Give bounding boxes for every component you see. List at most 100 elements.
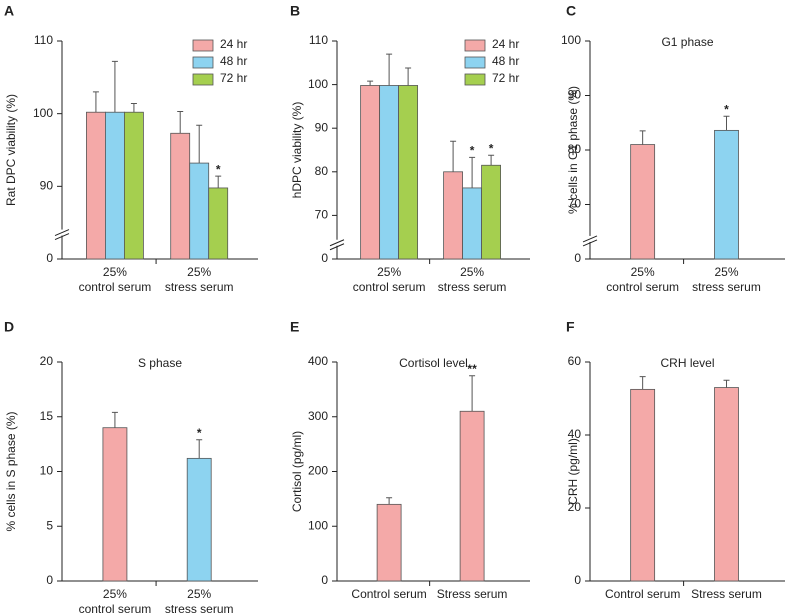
chart-title: CRH level bbox=[660, 356, 714, 370]
axis-break bbox=[582, 239, 598, 247]
panel-label: B bbox=[290, 3, 300, 19]
legend-label: 48 hr bbox=[220, 54, 247, 68]
panel-label: D bbox=[4, 319, 14, 335]
error-bar bbox=[723, 115, 730, 131]
y-axis-label: CRH (pg/ml) bbox=[566, 438, 580, 505]
y-axis-label: % cells in G1 phase (%) bbox=[566, 86, 580, 214]
significance: * bbox=[197, 426, 202, 440]
y-tick-label: 40 bbox=[568, 427, 582, 441]
bar bbox=[376, 503, 402, 582]
x-tick-label: Stress serum bbox=[437, 587, 508, 601]
legend-swatch bbox=[464, 39, 486, 52]
axis-break bbox=[329, 239, 345, 247]
bar bbox=[398, 85, 419, 260]
error-bar bbox=[215, 175, 222, 188]
legend-swatch bbox=[464, 73, 486, 86]
significance: * bbox=[489, 141, 494, 155]
y-tick-label: 200 bbox=[308, 464, 328, 478]
legend-swatch bbox=[192, 73, 214, 86]
y-tick-label: 90 bbox=[568, 88, 582, 102]
significance: ** bbox=[467, 362, 477, 376]
bar bbox=[102, 427, 128, 582]
bar bbox=[86, 111, 106, 260]
error-bar bbox=[196, 439, 203, 459]
legend-label: 24 hr bbox=[492, 37, 519, 51]
error-bar bbox=[111, 411, 118, 428]
y-tick-label: 0 bbox=[321, 251, 328, 265]
axis-break bbox=[54, 229, 70, 237]
bar bbox=[443, 171, 464, 260]
legend-swatch bbox=[192, 56, 214, 69]
error-bar bbox=[367, 80, 374, 86]
y-tick-label: 100 bbox=[33, 106, 53, 120]
chart-title: Cortisol level bbox=[399, 356, 468, 370]
y-tick-label: 0 bbox=[574, 251, 581, 265]
chart-title: S phase bbox=[138, 356, 182, 370]
y-tick-label: 15 bbox=[40, 409, 54, 423]
error-bar bbox=[92, 91, 99, 113]
bar bbox=[630, 388, 656, 582]
axis-break bbox=[582, 235, 598, 243]
legend-swatch bbox=[464, 56, 486, 69]
bar bbox=[462, 187, 483, 260]
error-bar bbox=[111, 60, 118, 113]
x-tick-label: 25% control serum bbox=[353, 265, 426, 294]
axis-break bbox=[329, 243, 345, 251]
error-bar bbox=[386, 497, 393, 505]
error-bar bbox=[639, 376, 646, 390]
y-tick-label: 110 bbox=[309, 33, 328, 47]
error-bar bbox=[469, 375, 476, 412]
y-tick-label: 20 bbox=[40, 354, 54, 368]
y-tick-label: 400 bbox=[308, 354, 328, 368]
error-bar bbox=[488, 154, 495, 166]
y-tick-label: 0 bbox=[46, 573, 53, 587]
x-tick-label: 25% stress serum bbox=[165, 265, 234, 294]
bar bbox=[189, 162, 210, 260]
y-tick-label: 0 bbox=[46, 251, 53, 265]
bar bbox=[714, 129, 739, 260]
y-tick-label: 0 bbox=[574, 573, 581, 587]
y-tick-label: 70 bbox=[315, 208, 329, 222]
bar bbox=[208, 187, 229, 260]
y-axis-label: Cortisol (pg/ml) bbox=[290, 431, 304, 512]
y-tick-label: 60 bbox=[568, 354, 582, 368]
error-bar bbox=[405, 67, 412, 86]
panel-label: E bbox=[290, 319, 299, 335]
x-tick-label: Stress serum bbox=[691, 587, 762, 601]
bar bbox=[714, 387, 739, 582]
y-tick-label: 80 bbox=[315, 164, 329, 178]
x-tick-label: 25% stress serum bbox=[438, 265, 507, 294]
significance: * bbox=[724, 102, 729, 116]
y-tick-label: 80 bbox=[568, 142, 582, 156]
y-tick-label: 10 bbox=[40, 464, 54, 478]
error-bar bbox=[196, 124, 203, 164]
bar bbox=[379, 85, 400, 260]
bar bbox=[124, 111, 144, 260]
axis-break bbox=[54, 233, 70, 241]
error-bar bbox=[450, 140, 457, 172]
y-tick-label: 100 bbox=[561, 33, 581, 47]
legend-label: 72 hr bbox=[492, 71, 519, 85]
y-tick-label: 90 bbox=[315, 120, 329, 134]
y-axis-label: hDPC viability (%) bbox=[290, 102, 304, 199]
chart-title: G1 phase bbox=[661, 35, 713, 49]
bar bbox=[170, 132, 191, 260]
y-tick-label: 100 bbox=[308, 77, 328, 91]
legend-label: 72 hr bbox=[220, 71, 247, 85]
y-tick-label: 5 bbox=[46, 518, 53, 532]
bar bbox=[105, 111, 125, 260]
y-tick-label: 90 bbox=[40, 179, 54, 193]
bar bbox=[481, 164, 502, 260]
y-axis-label: % cells in S phase (%) bbox=[4, 411, 18, 531]
bar bbox=[459, 410, 485, 582]
bar bbox=[630, 144, 656, 260]
error-bar bbox=[130, 102, 137, 113]
y-tick-label: 300 bbox=[308, 409, 328, 423]
error-bar bbox=[386, 53, 393, 86]
legend-label: 24 hr bbox=[220, 37, 247, 51]
x-tick-label: 25% control serum bbox=[79, 587, 152, 615]
bar bbox=[360, 85, 381, 260]
legend-swatch bbox=[192, 39, 214, 52]
panel-label: F bbox=[566, 319, 575, 335]
panel-label: A bbox=[4, 3, 14, 19]
